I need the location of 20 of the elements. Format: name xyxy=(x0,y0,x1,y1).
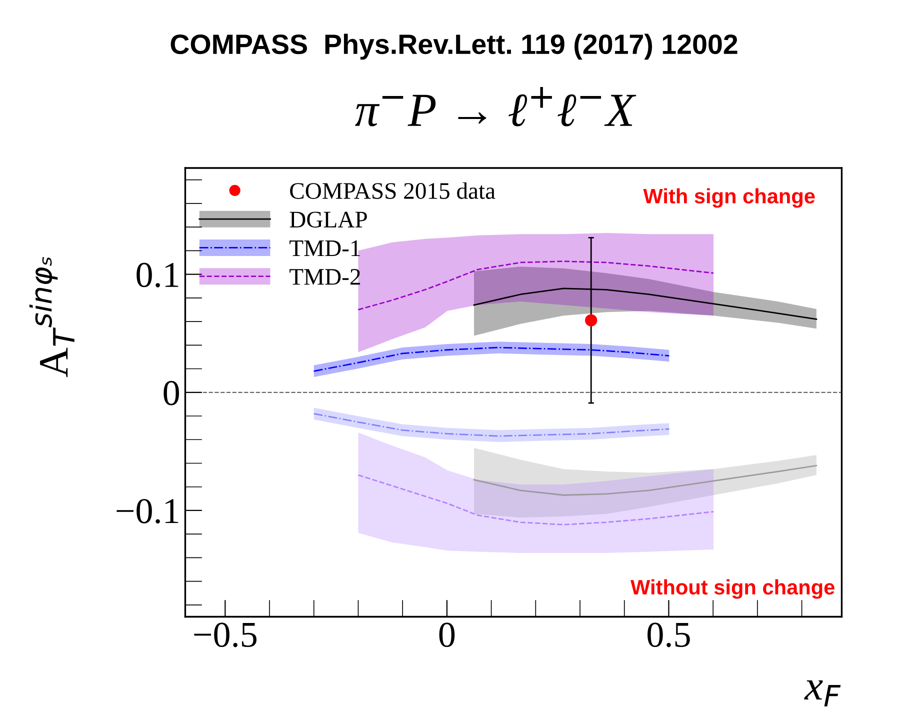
y-axis-title: A$_{T}$$^{sinφₛ}$ xyxy=(29,257,74,378)
chart-title: COMPASS Phys.Rev.Lett. 119 (2017) 12002 xyxy=(170,34,738,60)
y-tick-label: 0.1 xyxy=(136,262,178,288)
line-series xyxy=(473,464,818,496)
legend-label: TMD-1 xyxy=(290,240,360,256)
x-tick-label: 0 xyxy=(439,622,455,648)
x-tick-label: 0.5 xyxy=(648,622,690,648)
annotation: With sign change xyxy=(643,188,815,208)
chart-subtitle: π$^{−}$P → ℓ$^{+}$ℓ$^{−}$X xyxy=(355,87,636,126)
annotation: Without sign change xyxy=(630,579,834,599)
x-axis-title: x$_{F}$ xyxy=(804,680,841,706)
legend-label: DGLAP xyxy=(290,212,367,228)
line-series xyxy=(313,346,670,372)
legend-label: COMPASS 2015 data xyxy=(290,182,496,199)
x-tick-label: −0.5 xyxy=(194,622,256,648)
legend-label: TMD-2 xyxy=(290,268,360,285)
y-tick-label: 0 xyxy=(164,380,179,406)
line-series xyxy=(313,412,670,437)
y-tick-label: −0.1 xyxy=(116,498,178,524)
line-series xyxy=(358,474,714,526)
